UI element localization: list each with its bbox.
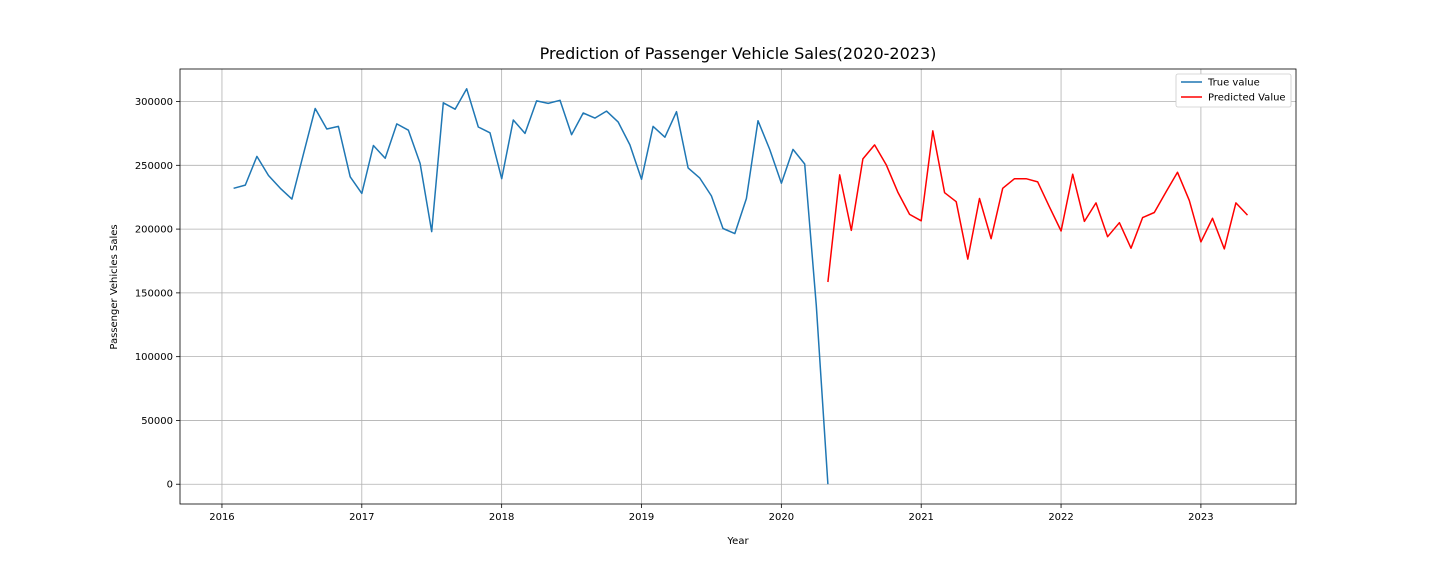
grid-lines	[180, 69, 1296, 504]
legend: True value Predicted Value	[1175, 73, 1292, 108]
x-axis-label: Year	[726, 536, 749, 547]
x-tick-label: 2017	[349, 512, 374, 523]
legend-label-1: True value	[1207, 78, 1260, 89]
y-axis-ticks: 0 50000 100000 150000 200000 250000 300000	[135, 97, 180, 491]
x-tick-label: 2018	[489, 512, 514, 523]
series-line-1	[233, 88, 829, 485]
plot-frame	[179, 68, 1297, 505]
y-tick-label: 50000	[141, 416, 173, 427]
x-axis-ticks: 2016 2017 2018 2019 2020 2021 2022 2023	[209, 504, 1214, 523]
legend-label-2: Predicted Value	[1208, 93, 1286, 104]
y-tick-label: 200000	[135, 225, 173, 236]
x-tick-label: 2019	[629, 512, 654, 523]
x-tick-label: 2021	[908, 512, 933, 523]
y-axis-label: Passenger Vehicles Sales	[109, 224, 120, 349]
x-tick-label: 2022	[1048, 512, 1073, 523]
legend-box	[1175, 73, 1292, 108]
series-lines	[233, 88, 1249, 485]
y-tick-label: 100000	[135, 352, 173, 363]
y-tick-label: 150000	[135, 288, 173, 299]
x-tick-label: 2020	[769, 512, 794, 523]
x-tick-label: 2016	[209, 512, 234, 523]
series-line-2	[827, 130, 1249, 283]
x-tick-label: 2023	[1188, 512, 1213, 523]
y-tick-label: 0	[167, 480, 173, 491]
y-tick-label: 250000	[135, 161, 173, 172]
chart-title: Prediction of Passenger Vehicle Sales(20…	[540, 44, 937, 63]
y-tick-label: 300000	[135, 97, 173, 108]
